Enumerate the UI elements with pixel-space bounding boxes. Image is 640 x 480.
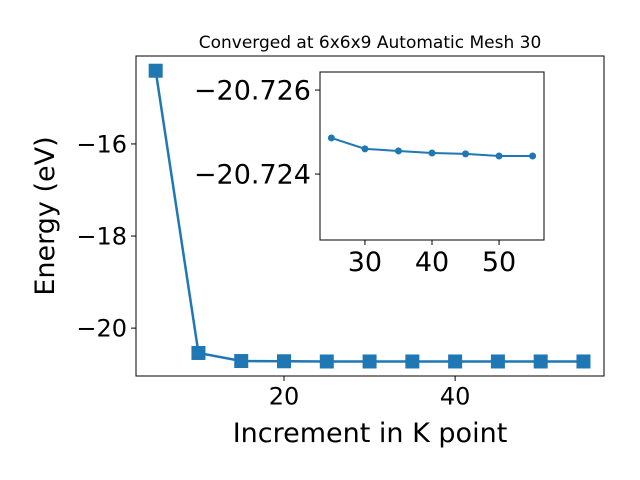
x-tick-label: 50 (482, 247, 516, 278)
marker (533, 354, 548, 369)
marker (462, 150, 470, 158)
marker (319, 354, 334, 369)
marker (529, 152, 537, 160)
chart-title: Converged at 6x6x9 Automatic Mesh 30 (199, 33, 542, 53)
y-tick-label: −20.724 (194, 160, 311, 191)
marker (394, 147, 402, 155)
marker (576, 354, 591, 369)
x-tick-label: 30 (348, 247, 382, 278)
x-tick-label: 40 (415, 247, 449, 278)
marker (327, 134, 335, 142)
y-axis-label: Energy (eV) (30, 136, 61, 295)
marker (495, 152, 503, 160)
marker (361, 145, 369, 153)
marker (405, 354, 420, 369)
marker (234, 354, 249, 369)
marker (362, 354, 377, 369)
marker (448, 354, 463, 369)
y-tick-label: −16 (76, 130, 127, 158)
x-axis-label: Increment in K point (233, 418, 508, 449)
x-tick-label: 40 (440, 382, 471, 410)
marker (490, 354, 505, 369)
marker (428, 149, 436, 157)
x-tick-label: 20 (269, 382, 300, 410)
y-tick-label: −20.726 (194, 76, 311, 107)
marker (277, 354, 292, 369)
marker (148, 63, 163, 78)
marker (191, 345, 206, 360)
y-tick-label: −18 (76, 222, 127, 250)
y-tick-label: −20 (76, 315, 127, 343)
